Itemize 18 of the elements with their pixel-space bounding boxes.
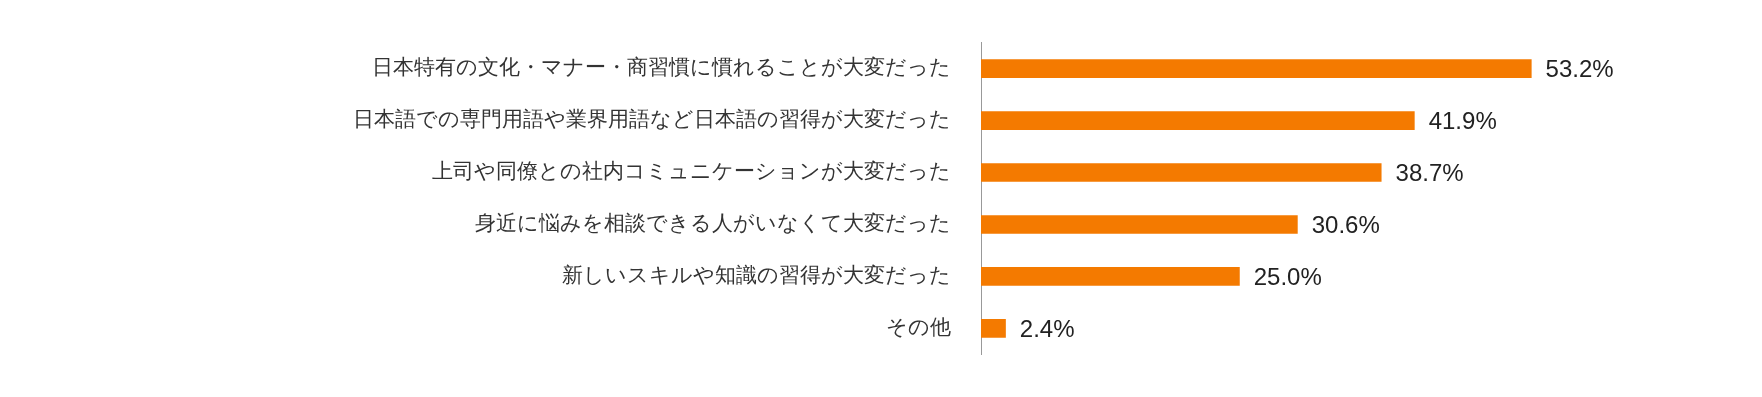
bar <box>981 111 1415 130</box>
data-label: 41.9% <box>1428 107 1497 135</box>
y-tick-label: 上司や同僚との社内コミュニケーションが大変だった <box>432 158 951 183</box>
y-tick-label: 新しいスキルや知識の習得が大変だった <box>562 262 951 287</box>
y-tick-label: 日本語での専門用語や業界用語など日本語の習得が大変だった <box>353 107 951 131</box>
bar <box>981 215 1298 234</box>
data-label: 30.6% <box>1311 211 1380 239</box>
y-tick-label: 身近に悩みを相談できる人がいなくて大変だった <box>475 210 951 235</box>
data-label: 53.2% <box>1545 55 1614 83</box>
data-label: 2.4% <box>1019 315 1075 343</box>
bar <box>981 59 1532 78</box>
data-label: 25.0% <box>1253 263 1322 291</box>
bar <box>981 319 1006 338</box>
bar <box>981 163 1382 182</box>
y-tick-label: 日本特有の文化・マナー・商習慣に慣れることが大変だった <box>372 55 951 80</box>
data-label: 38.7% <box>1395 159 1464 187</box>
y-tick-label: その他 <box>886 314 951 339</box>
bar <box>981 267 1240 286</box>
